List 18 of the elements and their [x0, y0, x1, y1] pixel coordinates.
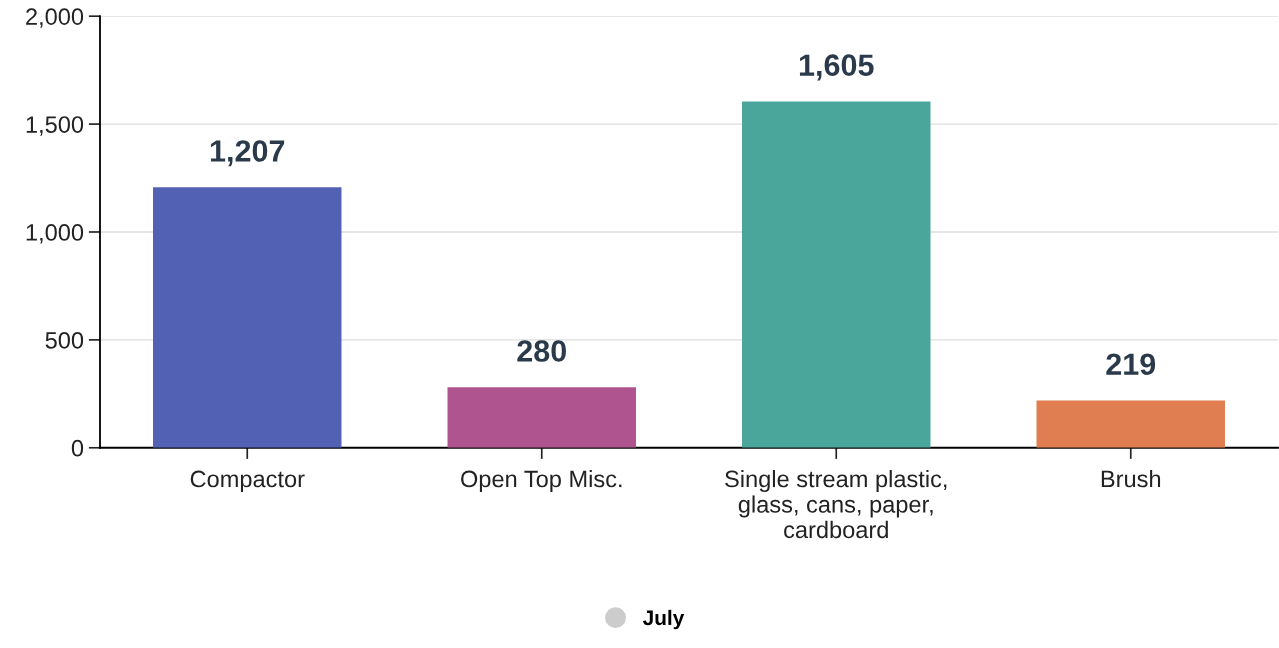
x-tick-label: Open Top Misc.: [461, 469, 622, 492]
x-tick-label: Single stream plastic, glass, cans, paper, cardboard: [725, 469, 947, 539]
x-tick-label: Compactor: [190, 470, 305, 492]
y-tick-label: 500: [45, 331, 84, 349]
y-tick-label: 1,000: [26, 224, 84, 244]
y-tick-label: 0: [71, 439, 84, 457]
y-tick-label: 1,500: [26, 116, 84, 136]
bar: [742, 101, 931, 448]
data-label: 1,207: [210, 140, 285, 167]
data-label: 219: [1106, 353, 1156, 376]
bar: [153, 187, 342, 448]
bar: [447, 387, 636, 448]
x-tick-label: Brush: [1101, 469, 1161, 488]
text: July: [642, 609, 685, 630]
y-tick-label: 2,000: [26, 8, 84, 28]
bar: [1036, 400, 1225, 448]
data-label: 1,605: [799, 54, 874, 81]
data-label: 280: [517, 340, 566, 362]
